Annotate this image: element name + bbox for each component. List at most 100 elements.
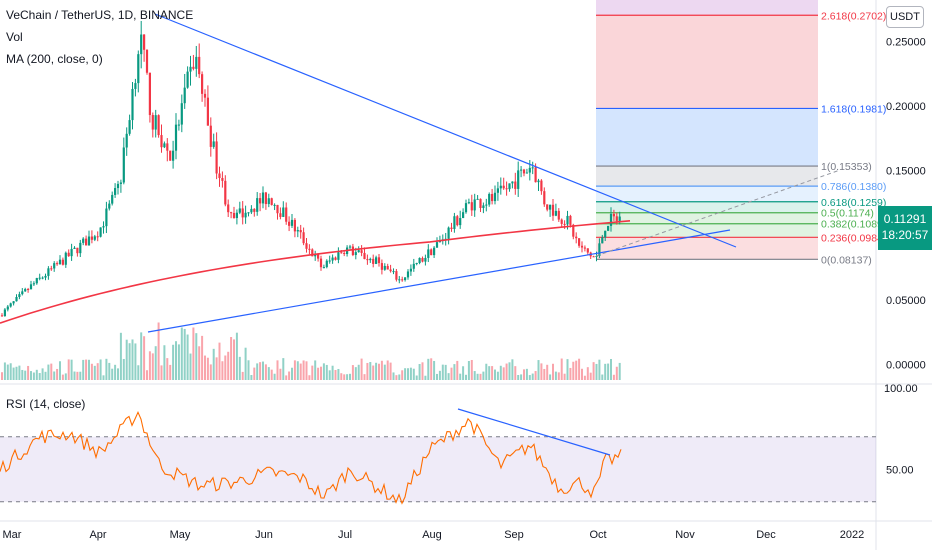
volume-bar bbox=[395, 375, 398, 380]
volume-bar bbox=[447, 373, 450, 380]
volume-bar bbox=[166, 358, 169, 380]
candle-body bbox=[154, 115, 157, 130]
volume-bar bbox=[96, 363, 99, 380]
time-axis-label-9: Dec bbox=[756, 529, 776, 541]
rsi-trendline bbox=[457, 408, 611, 456]
volume-bar bbox=[30, 371, 32, 380]
ma-legend[interactable]: MA (200, close, 0) bbox=[6, 52, 103, 66]
volume-bar bbox=[61, 374, 64, 380]
candle-body bbox=[85, 238, 88, 246]
candle-body bbox=[224, 180, 227, 205]
volume-bar bbox=[450, 367, 453, 380]
volume-bar bbox=[485, 363, 488, 380]
candle-body bbox=[32, 283, 35, 285]
volume-bar bbox=[421, 362, 424, 380]
volume-bar bbox=[317, 367, 320, 380]
volume-bar bbox=[499, 365, 502, 380]
volume-bar bbox=[543, 368, 546, 380]
volume-bar bbox=[322, 363, 325, 380]
fib-level-label-4: 0.618(0.1259) bbox=[821, 197, 886, 209]
volume-bar bbox=[554, 371, 557, 380]
candle-body bbox=[459, 218, 462, 226]
candle-body bbox=[256, 198, 259, 212]
volume-bar bbox=[244, 347, 247, 380]
candle-body bbox=[183, 87, 186, 104]
candle-body bbox=[476, 198, 479, 200]
candle-body bbox=[232, 212, 236, 219]
volume-bar bbox=[331, 365, 334, 380]
volume-bar bbox=[235, 332, 238, 380]
volume-bar bbox=[93, 365, 96, 380]
volume-bar bbox=[473, 371, 476, 380]
volume-bar bbox=[125, 339, 128, 380]
volume-bar bbox=[180, 327, 183, 380]
candle-body bbox=[325, 260, 328, 268]
volume-bar bbox=[453, 364, 456, 380]
candle-body bbox=[209, 125, 212, 147]
candle-body bbox=[87, 236, 91, 246]
candle-body bbox=[201, 74, 204, 94]
volume-bar bbox=[375, 362, 378, 380]
candle-body bbox=[180, 103, 183, 125]
candle-body bbox=[334, 257, 337, 260]
candle-body bbox=[615, 216, 618, 221]
volume-bar bbox=[215, 357, 218, 380]
volume-legend[interactable]: Vol bbox=[6, 30, 23, 44]
volume-bar bbox=[82, 359, 85, 380]
volume-bar bbox=[18, 365, 21, 380]
candle-body bbox=[134, 83, 137, 89]
candle-body bbox=[108, 203, 111, 209]
volume-bar bbox=[59, 361, 61, 380]
volume-bar bbox=[363, 374, 366, 380]
symbol-legend[interactable]: VeChain / TetherUS, 1D, BINANCE bbox=[6, 8, 194, 22]
candle-body bbox=[592, 256, 595, 258]
volume-bar bbox=[302, 360, 305, 380]
candle-body bbox=[427, 249, 430, 258]
candle-body bbox=[203, 93, 207, 98]
volume-bar bbox=[546, 364, 549, 380]
volume-bar bbox=[172, 344, 175, 380]
candle-body bbox=[578, 238, 581, 246]
volume-bar bbox=[598, 359, 601, 380]
volume-bar bbox=[479, 373, 482, 380]
volume-bar bbox=[412, 368, 415, 380]
candle-body bbox=[464, 203, 468, 213]
volume-bar bbox=[520, 374, 523, 380]
resistance-trendline bbox=[154, 13, 737, 248]
volume-bar bbox=[148, 351, 151, 380]
volume-bar bbox=[357, 364, 360, 380]
fib-level-label-7: 0.236(0.0984) bbox=[821, 232, 886, 244]
volume-bar bbox=[128, 343, 131, 380]
volume-bar bbox=[262, 361, 264, 380]
volume-bar bbox=[88, 359, 90, 380]
currency-scale-button[interactable]: USDT bbox=[886, 6, 924, 28]
volume-bar bbox=[76, 371, 79, 380]
candle-body bbox=[447, 227, 450, 239]
candle-body bbox=[264, 192, 267, 205]
candle-body bbox=[212, 141, 215, 147]
candle-body bbox=[174, 124, 178, 151]
volume-bar bbox=[114, 364, 117, 380]
fib-zone-top bbox=[596, 0, 818, 16]
volume-bar bbox=[404, 368, 407, 380]
candle-body bbox=[348, 246, 352, 248]
volume-bar bbox=[534, 371, 537, 380]
volume-bar bbox=[470, 359, 473, 380]
fib-zone-1 bbox=[596, 108, 818, 167]
volume-bar bbox=[531, 373, 534, 380]
candle-body bbox=[618, 216, 621, 221]
candle-body bbox=[514, 181, 517, 189]
volume-bar bbox=[488, 366, 491, 380]
volume-bar bbox=[380, 360, 383, 380]
time-axis-label-7: Oct bbox=[589, 529, 606, 541]
volume-bar bbox=[282, 358, 285, 380]
volume-bar bbox=[47, 364, 50, 380]
candle-body bbox=[148, 72, 151, 116]
volume-bar bbox=[505, 363, 508, 380]
candle-body bbox=[122, 147, 125, 183]
volume-bar bbox=[212, 348, 215, 380]
fib-zone-5 bbox=[596, 212, 818, 224]
candle-body bbox=[128, 120, 131, 134]
rsi-legend[interactable]: RSI (14, close) bbox=[6, 397, 86, 411]
